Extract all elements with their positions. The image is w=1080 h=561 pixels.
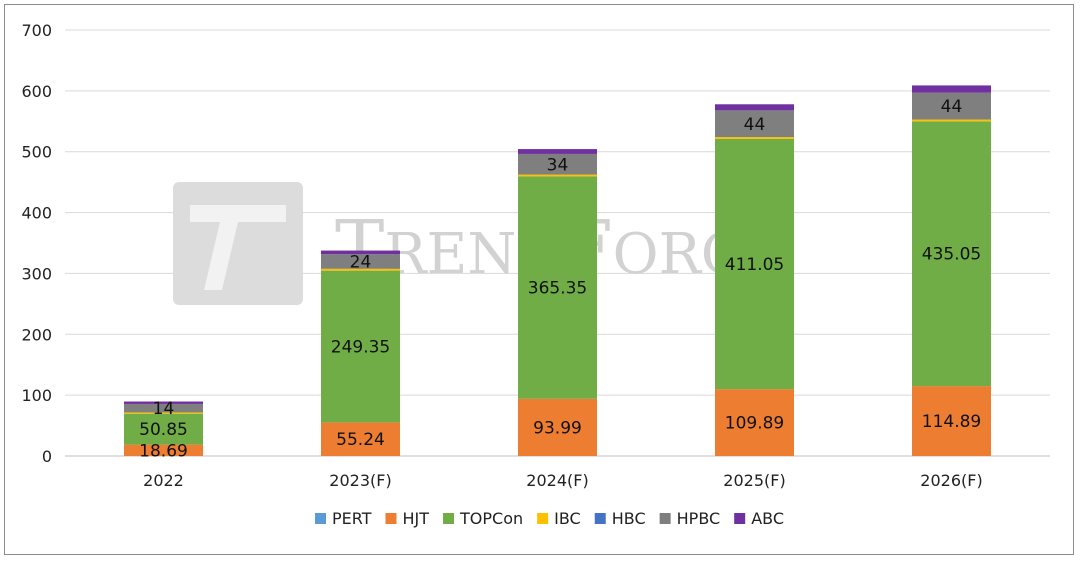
data-label-hpbc: 44 (941, 97, 963, 117)
legend-swatch-pert (315, 513, 326, 524)
bar-segment-topcon (518, 176, 597, 399)
y-tick-label: 0 (42, 447, 52, 466)
x-tick-label: 2023(F) (329, 471, 391, 490)
data-label-topcon: 411.05 (725, 255, 784, 275)
data-label-topcon: 365.35 (528, 279, 587, 299)
bar-segment-hpbc (321, 254, 400, 269)
data-label-topcon: 50.85 (139, 420, 188, 440)
data-label-topcon: 435.05 (922, 245, 981, 265)
bar-segment-hjt (912, 386, 991, 456)
bar-segment-hpbc (124, 403, 203, 413)
bar-segment-hpbc (715, 110, 794, 138)
x-axis-ticks: 2022 2023(F) 2024(F) 2025(F) 2026(F) (143, 471, 983, 490)
legend-label-abc: ABC (751, 509, 784, 528)
bar-segment-topcon (715, 138, 794, 390)
legend-label-hjt: HJT (402, 509, 429, 528)
bar-segment-abc (321, 250, 400, 255)
bar-segment-topcon (912, 121, 991, 387)
bar-segment-ibc (124, 412, 203, 414)
data-label-hpbc: 34 (547, 155, 569, 175)
bar-segment-abc (518, 149, 597, 154)
bar-segment-abc (912, 85, 991, 93)
data-label-hpbc: 14 (153, 399, 175, 419)
data-label-topcon: 249.35 (331, 338, 390, 358)
data-label-hjt: 55.24 (336, 430, 385, 450)
watermark-logo-block (173, 182, 303, 305)
x-tick-label: 2025(F) (723, 471, 785, 490)
bar-segment-topcon (124, 413, 203, 445)
legend-swatch-hpbc (659, 513, 671, 524)
legend-label-pert: PERT (332, 509, 372, 528)
bars-layer (124, 85, 991, 456)
y-tick-label: 400 (21, 204, 52, 223)
legend-label-hbc: HBC (612, 509, 646, 528)
bar-segment-ibc (518, 174, 597, 177)
legend-swatch-hbc (594, 513, 606, 524)
bar-segment-abc (715, 104, 794, 111)
y-axis-ticks: 0 100 200 300 400 500 600 700 (21, 21, 52, 466)
bar-segment-ibc (321, 268, 400, 271)
legend-label-ibc: IBC (554, 509, 581, 528)
bar-segment-hpbc (912, 92, 991, 120)
bar-segment-hjt (715, 389, 794, 456)
bar-segment-hjt (321, 422, 400, 456)
y-tick-label: 700 (21, 21, 52, 40)
x-tick-label: 2026(F) (920, 471, 982, 490)
x-tick-label: 2022 (143, 471, 184, 490)
bar-segment-ibc (715, 137, 794, 139)
y-tick-label: 300 (21, 264, 52, 283)
data-label-hpbc: 44 (744, 115, 766, 135)
legend-label-hpbc: HPBC (677, 509, 721, 528)
data-label-hpbc: 24 (350, 253, 372, 273)
y-tick-label: 600 (21, 82, 52, 101)
bar-segment-hpbc (518, 153, 597, 175)
legend-label-topcon: TOPCon (459, 509, 523, 528)
data-label-hjt: 109.89 (725, 414, 784, 434)
data-label-hjt: 18.69 (139, 441, 188, 461)
legend-swatch-topcon (443, 513, 455, 524)
x-tick-label: 2024(F) (526, 471, 588, 490)
bar-segment-abc (124, 401, 203, 404)
trendforce-watermark: TRENDFORCE (173, 182, 784, 305)
bar-segment-hjt (518, 398, 597, 456)
legend-swatch-ibc (537, 513, 549, 524)
y-tick-label: 200 (21, 325, 52, 344)
legend-swatch-abc (734, 513, 746, 524)
bar-segment-topcon (321, 270, 400, 423)
bar-segment-ibc (912, 119, 991, 122)
bar-segment-hjt (124, 444, 203, 456)
legend: PERT HJT TOPCon IBC HBC HPBC ABC (315, 509, 784, 528)
legend-swatch-hjt (385, 513, 397, 524)
data-label-hjt: 114.89 (922, 412, 981, 432)
y-tick-label: 500 (21, 143, 52, 162)
y-tick-label: 100 (21, 386, 52, 405)
data-label-hjt: 93.99 (533, 418, 582, 438)
watermark-logo-glyph (190, 205, 286, 290)
